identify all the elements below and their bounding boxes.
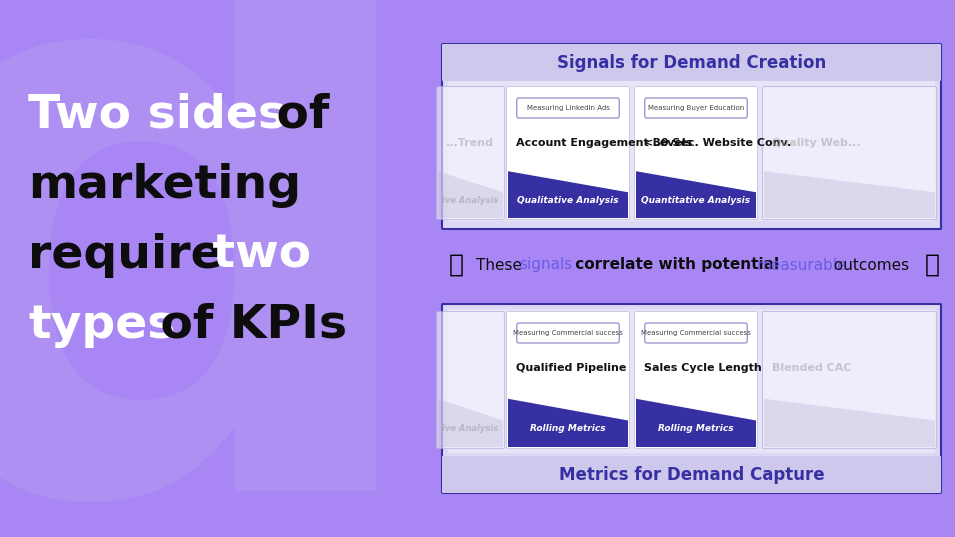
Text: types: types [28,302,176,347]
FancyBboxPatch shape [634,86,757,220]
Text: Quality Web...: Quality Web... [772,138,860,148]
Polygon shape [636,399,756,447]
Text: ive Analysis: ive Analysis [442,424,499,433]
Text: Measuring Commercial success: Measuring Commercial success [641,330,751,336]
Text: <30 Sec. Website Conv.: <30 Sec. Website Conv. [644,138,791,148]
Text: of: of [260,92,329,137]
Text: Rolling Metrics: Rolling Metrics [658,424,733,433]
Text: signals: signals [520,258,572,272]
Text: Account Engagement Levels: Account Engagement Levels [516,138,692,148]
FancyBboxPatch shape [506,86,629,220]
Polygon shape [438,171,503,218]
FancyBboxPatch shape [645,323,747,343]
FancyBboxPatch shape [442,44,941,229]
Text: measurable: measurable [756,258,847,272]
Polygon shape [438,399,503,447]
Text: Qualitative Analysis: Qualitative Analysis [518,195,619,205]
Text: Metrics for Demand Capture: Metrics for Demand Capture [559,466,824,483]
Polygon shape [764,399,935,447]
Text: outcomes: outcomes [829,258,909,272]
Text: d: d [0,0,443,537]
Polygon shape [636,171,756,218]
FancyBboxPatch shape [762,311,937,448]
Text: require: require [28,233,223,278]
Text: Blended CAC: Blended CAC [772,363,852,373]
Text: Two sides: Two sides [28,92,286,137]
Text: Sales Cycle Length: Sales Cycle Length [644,363,762,373]
FancyBboxPatch shape [634,311,757,448]
FancyBboxPatch shape [442,304,941,493]
FancyBboxPatch shape [517,98,619,118]
Text: Measuring Buyer Education: Measuring Buyer Education [647,105,744,111]
Text: correlate with potential: correlate with potential [569,258,784,272]
Polygon shape [508,399,628,447]
Text: 👇: 👇 [924,253,940,277]
FancyBboxPatch shape [442,456,941,493]
FancyBboxPatch shape [436,86,504,220]
FancyBboxPatch shape [442,44,941,81]
FancyBboxPatch shape [506,311,629,448]
Text: 👇: 👇 [449,253,463,277]
Text: ive Analysis: ive Analysis [442,195,499,205]
FancyBboxPatch shape [448,309,935,453]
FancyBboxPatch shape [645,98,747,118]
Text: Rolling Metrics: Rolling Metrics [530,424,605,433]
FancyBboxPatch shape [762,86,937,220]
FancyBboxPatch shape [448,81,935,221]
Text: of KPIs: of KPIs [144,302,347,347]
Text: Qualified Pipeline: Qualified Pipeline [516,363,626,373]
Text: These: These [476,258,527,272]
Text: two: two [196,233,311,278]
FancyBboxPatch shape [436,311,504,448]
Text: Quantitative Analysis: Quantitative Analysis [642,195,751,205]
Text: marketing: marketing [28,163,301,207]
Text: Signals for Demand Creation: Signals for Demand Creation [557,54,826,71]
Text: Measuring LinkedIn Ads: Measuring LinkedIn Ads [526,105,609,111]
Polygon shape [764,171,935,218]
FancyBboxPatch shape [517,323,619,343]
Text: ...Trend: ...Trend [446,138,494,148]
Text: Measuring Commercial success: Measuring Commercial success [513,330,623,336]
Polygon shape [508,171,628,218]
